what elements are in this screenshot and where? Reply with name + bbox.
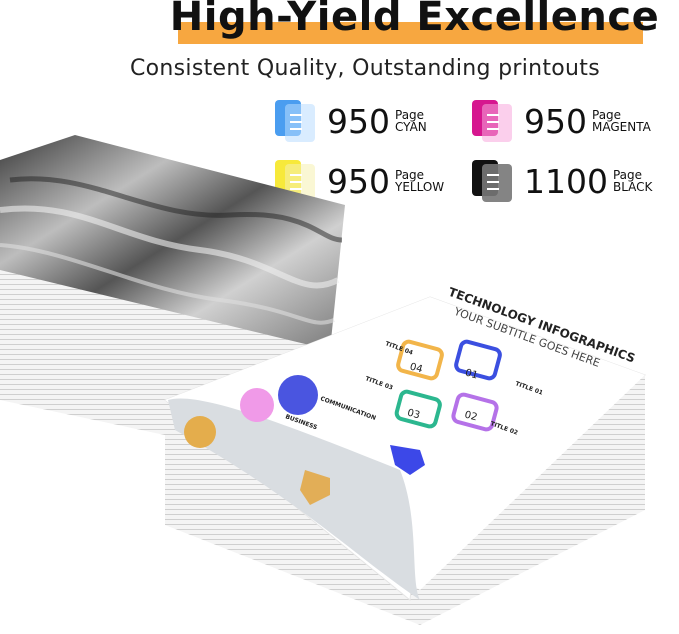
document-pages-icon: [472, 160, 514, 202]
step-03: 03: [406, 407, 421, 421]
page-title: High-Yield Excellence: [169, 0, 660, 40]
yield-black: 1100 Page BLACK: [472, 160, 652, 202]
document-paper-stack: [164, 296, 647, 625]
yield-cyan: 950 Page CYAN: [275, 100, 427, 142]
yield-magenta: 950 Page MAGENTA: [472, 100, 651, 142]
subtitle: Consistent Quality, Outstanding printout…: [130, 56, 600, 81]
step-04: 04: [409, 362, 424, 376]
step-01: 01: [464, 368, 479, 382]
title-highlight: [178, 22, 643, 44]
document-pages-icon: [472, 100, 514, 142]
step-02: 02: [463, 410, 478, 424]
document-pages-icon: [275, 100, 317, 142]
